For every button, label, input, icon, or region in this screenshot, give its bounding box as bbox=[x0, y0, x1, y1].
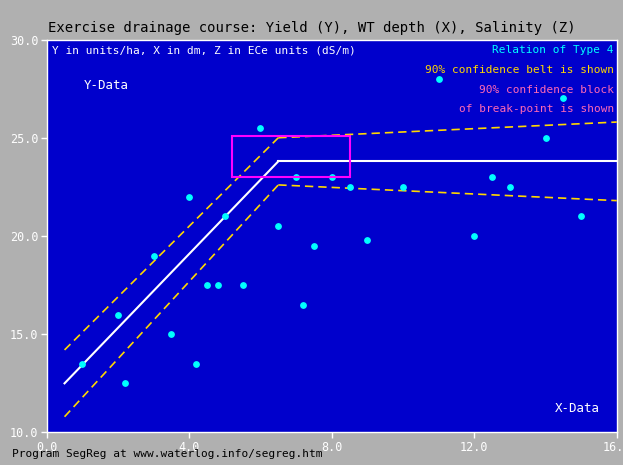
Text: Exercise drainage course: Yield (Y), WT depth (X), Salinity (Z): Exercise drainage course: Yield (Y), WT … bbox=[48, 21, 575, 35]
Point bbox=[113, 311, 123, 318]
Bar bbox=[232, 136, 350, 177]
Point bbox=[166, 331, 176, 338]
Point bbox=[398, 183, 408, 191]
Text: 90% confidence block: 90% confidence block bbox=[479, 85, 614, 95]
Point bbox=[77, 360, 87, 367]
Point bbox=[238, 281, 248, 289]
Point bbox=[202, 281, 212, 289]
Point bbox=[184, 193, 194, 200]
Point bbox=[345, 183, 354, 191]
Point bbox=[363, 236, 373, 244]
Point bbox=[291, 173, 301, 181]
Point bbox=[576, 213, 586, 220]
Point bbox=[212, 281, 223, 289]
Text: X-Data: X-Data bbox=[554, 402, 600, 415]
Text: 90% confidence belt is shown: 90% confidence belt is shown bbox=[425, 65, 614, 75]
Text: Y-Data: Y-Data bbox=[83, 79, 129, 92]
Point bbox=[298, 301, 308, 308]
Point bbox=[255, 124, 265, 132]
Point bbox=[220, 213, 230, 220]
Point bbox=[191, 360, 201, 367]
Point bbox=[309, 242, 319, 250]
Text: Program SegReg at www.waterlog.info/segreg.htm: Program SegReg at www.waterlog.info/segr… bbox=[12, 449, 323, 459]
Point bbox=[487, 173, 497, 181]
Point bbox=[469, 232, 479, 239]
Text: Relation of Type 4: Relation of Type 4 bbox=[492, 46, 614, 55]
Point bbox=[434, 75, 444, 82]
Point bbox=[149, 252, 159, 259]
Text: of break-point is shown: of break-point is shown bbox=[459, 104, 614, 114]
Point bbox=[326, 173, 336, 181]
Point bbox=[120, 379, 130, 387]
Point bbox=[558, 95, 568, 102]
Point bbox=[505, 183, 515, 191]
Point bbox=[541, 134, 551, 141]
Point bbox=[273, 222, 283, 230]
Text: Y in units/ha, X in dm, Z in ECe units (dS/m): Y in units/ha, X in dm, Z in ECe units (… bbox=[52, 46, 356, 55]
